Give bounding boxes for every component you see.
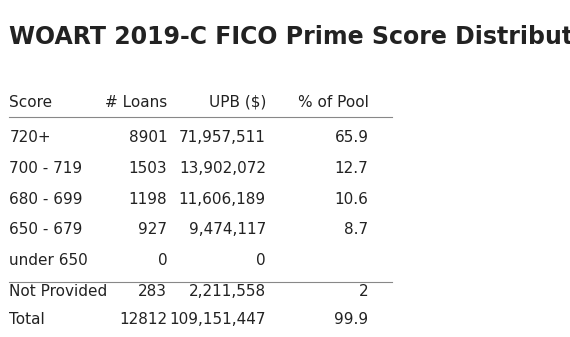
Text: 720+: 720+ <box>9 130 51 145</box>
Text: 8901: 8901 <box>129 130 167 145</box>
Text: 927: 927 <box>138 222 167 237</box>
Text: 65.9: 65.9 <box>335 130 369 145</box>
Text: 12.7: 12.7 <box>335 161 369 176</box>
Text: 109,151,447: 109,151,447 <box>169 312 266 327</box>
Text: 10.6: 10.6 <box>335 191 369 207</box>
Text: 680 - 699: 680 - 699 <box>9 191 83 207</box>
Text: 2,211,558: 2,211,558 <box>189 284 266 299</box>
Text: WOART 2019-C FICO Prime Score Distribution: WOART 2019-C FICO Prime Score Distributi… <box>9 25 570 49</box>
Text: 283: 283 <box>138 284 167 299</box>
Text: 700 - 719: 700 - 719 <box>9 161 83 176</box>
Text: # Loans: # Loans <box>105 95 167 110</box>
Text: Total: Total <box>9 312 45 327</box>
Text: 71,957,511: 71,957,511 <box>179 130 266 145</box>
Text: 0: 0 <box>256 253 266 268</box>
Text: under 650: under 650 <box>9 253 88 268</box>
Text: UPB ($): UPB ($) <box>209 95 266 110</box>
Text: % of Pool: % of Pool <box>298 95 369 110</box>
Text: 2: 2 <box>359 284 369 299</box>
Text: Not Provided: Not Provided <box>9 284 108 299</box>
Text: 9,474,117: 9,474,117 <box>189 222 266 237</box>
Text: 13,902,072: 13,902,072 <box>179 161 266 176</box>
Text: 1503: 1503 <box>129 161 167 176</box>
Text: 1198: 1198 <box>129 191 167 207</box>
Text: 11,606,189: 11,606,189 <box>179 191 266 207</box>
Text: Score: Score <box>9 95 52 110</box>
Text: 99.9: 99.9 <box>335 312 369 327</box>
Text: 12812: 12812 <box>119 312 167 327</box>
Text: 8.7: 8.7 <box>344 222 369 237</box>
Text: 650 - 679: 650 - 679 <box>9 222 83 237</box>
Text: 0: 0 <box>157 253 167 268</box>
